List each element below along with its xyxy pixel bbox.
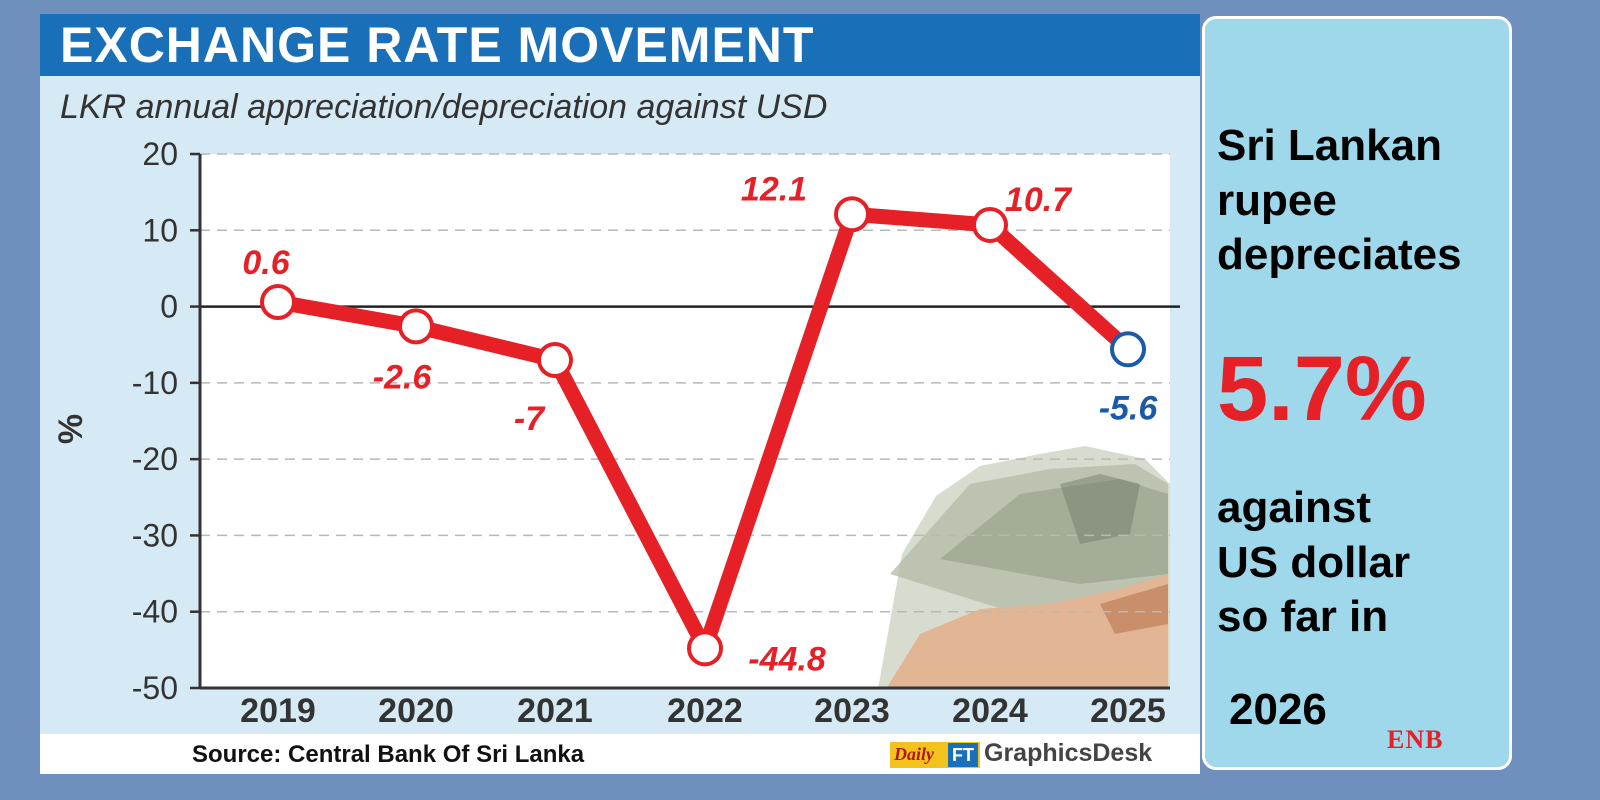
data-point [1110, 331, 1146, 368]
y-tick-label: 0 [160, 289, 178, 325]
side-year: 2026 [1229, 685, 1327, 734]
chart-card: EXCHANGE RATE MOVEMENT LKR annual apprec… [40, 14, 1200, 774]
source-note: Source: Central Bank Of Sri Lanka [192, 741, 585, 768]
against-line: so far in [1217, 592, 1389, 642]
against-line: against [1217, 483, 1372, 532]
chart-subtitle: LKR annual appreciation/depreciation aga… [60, 88, 828, 126]
side-headline: Sri Lankan rupee depreciates [1217, 119, 1462, 283]
line-chart: 20 10 0 -10 -20 -30 -40 -50% 2019 2020 2021 2022 202… [52, 136, 1180, 730]
x-tick-label: 2020 [378, 692, 454, 730]
side-panel: Sri Lankan rupee depreciates 5.7% against U… [1202, 16, 1512, 770]
x-tick-label: 2022 [667, 692, 743, 730]
dailyft-logo: Daily FT [890, 742, 980, 768]
data-label: -7 [514, 400, 546, 438]
y-tick-label: -30 [132, 517, 178, 553]
x-tick-label: 2024 [952, 692, 1028, 730]
title-bar: EXCHANGE RATE MOVEMENT [40, 14, 1200, 76]
headline-line: depreciates [1217, 230, 1462, 280]
against-line: US dollar [1217, 537, 1411, 587]
data-label: 0.6 [242, 244, 290, 282]
y-tick-label: -50 [132, 670, 178, 706]
data-point [972, 206, 1008, 243]
y-tick-label: 10 [142, 212, 178, 248]
footer: Source: Central Bank Of Sri Lanka Daily … [40, 734, 1200, 774]
chart-title: EXCHANGE RATE MOVEMENT [60, 17, 815, 73]
logo-daily-text: Daily [894, 744, 934, 764]
x-tick-label: 2019 [240, 692, 316, 730]
side-body: against US dollar so far in [1217, 481, 1410, 645]
x-tick-label: 2025 [1090, 692, 1166, 730]
y-tick-label: -20 [132, 441, 178, 477]
data-label: -2.6 [373, 358, 433, 396]
data-point [834, 196, 870, 233]
headline-line: Sri Lankan [1217, 121, 1442, 170]
graphics-desk-credit: GraphicsDesk [984, 739, 1153, 767]
data-label: 12.1 [741, 170, 807, 208]
data-point [537, 341, 573, 378]
data-point [260, 283, 296, 320]
money-photo [878, 446, 1170, 689]
x-tick-label: 2023 [814, 692, 890, 730]
data-label: 10.7 [1005, 181, 1073, 219]
x-tick-label: 2021 [517, 692, 593, 730]
y-tick-label: 20 [142, 136, 178, 172]
headline-line: rupee [1217, 175, 1337, 225]
enb-logo: ENB [1387, 725, 1444, 754]
data-point [398, 308, 434, 345]
data-label: -5.6 [1099, 389, 1159, 427]
y-tick-label: -10 [132, 365, 178, 401]
data-point [687, 630, 723, 667]
depreciation-percent: 5.7% [1217, 338, 1427, 440]
logo-ft-text: FT [948, 743, 978, 767]
data-label: -44.8 [748, 640, 826, 678]
y-tick-label: -40 [132, 594, 178, 630]
y-axis-label: % [52, 414, 90, 444]
